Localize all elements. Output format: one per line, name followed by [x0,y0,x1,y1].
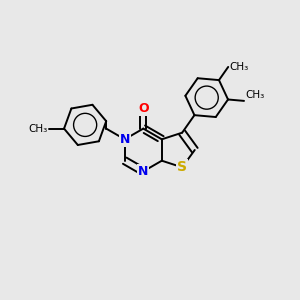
Text: CH₃: CH₃ [229,62,248,72]
Text: CH₃: CH₃ [245,90,264,100]
Text: N: N [120,133,130,146]
Text: O: O [138,102,148,115]
Text: S: S [177,160,187,174]
Text: N: N [138,165,148,178]
Text: CH₃: CH₃ [28,124,48,134]
